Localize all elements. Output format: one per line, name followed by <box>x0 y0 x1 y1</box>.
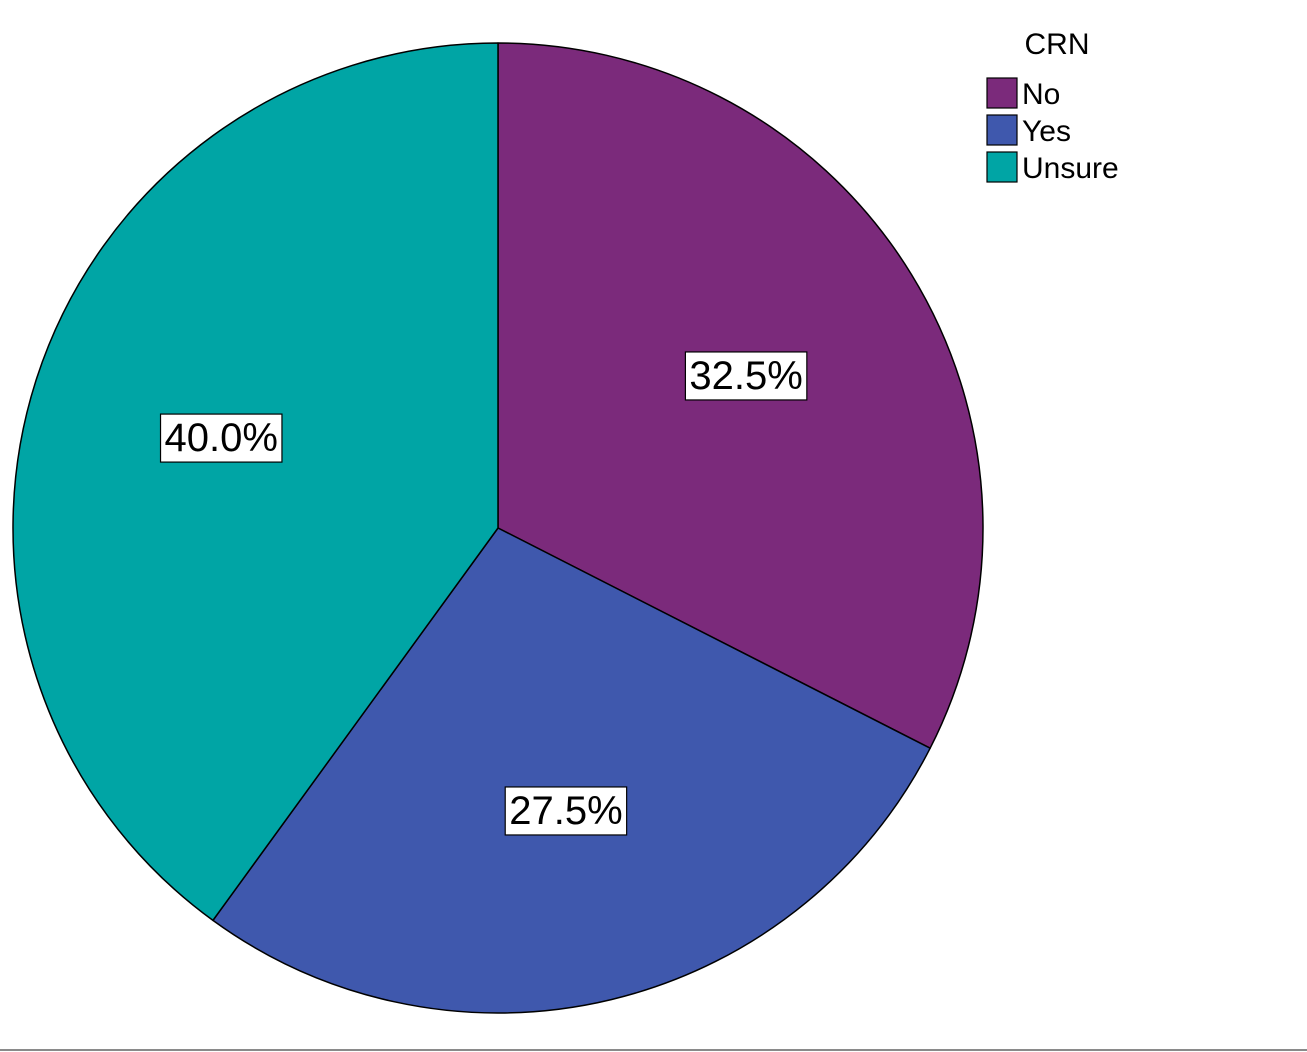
bottom-divider <box>0 1049 1307 1051</box>
data-label-text: 32.5% <box>689 354 802 398</box>
data-label-box <box>684 351 808 401</box>
data-label-text: 40.0% <box>165 416 278 460</box>
data-label-yes: 27.5% <box>504 786 628 836</box>
data-label-no: 32.5% <box>684 351 808 401</box>
legend-swatch-no <box>986 77 1018 109</box>
pie-slice-unsure <box>12 42 499 922</box>
data-label-box <box>159 413 283 463</box>
data-label-box <box>504 786 628 836</box>
pie-slices <box>12 42 984 1014</box>
legend-swatch-yes <box>986 114 1018 146</box>
legend: CRN No Yes Unsure <box>986 28 1119 185</box>
legend-label-yes: Yes <box>1022 115 1071 148</box>
data-label-text: 27.5% <box>509 789 622 833</box>
pie-slice-yes <box>212 527 931 1014</box>
legend-label-no: No <box>1022 78 1060 111</box>
legend-title: CRN <box>1025 28 1090 61</box>
legend-label-unsure: Unsure <box>1022 152 1119 185</box>
data-label-unsure: 40.0% <box>159 413 283 463</box>
legend-swatch-unsure <box>986 151 1018 183</box>
pie-data-labels: 32.5% 27.5% 40.0% <box>159 351 808 836</box>
